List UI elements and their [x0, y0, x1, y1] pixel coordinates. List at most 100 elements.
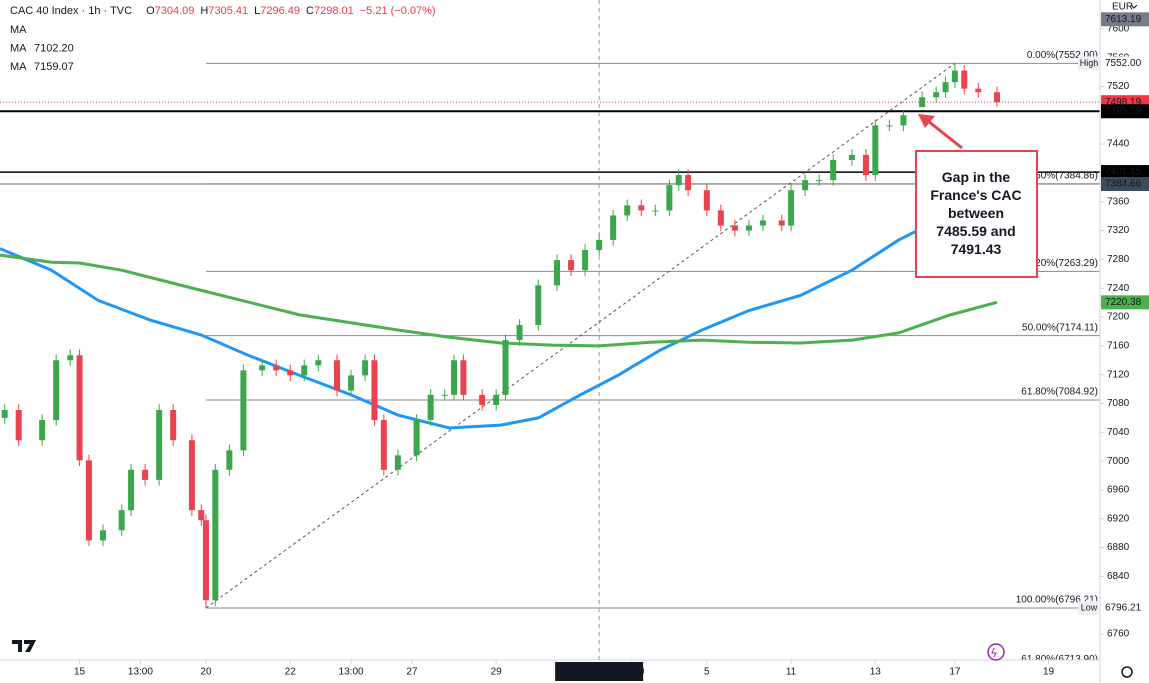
candle-body	[652, 210, 659, 212]
candle-body	[371, 360, 378, 421]
ohlc-key: O	[146, 5, 155, 17]
indicator-value: 7159.07	[34, 61, 74, 73]
y-tick-label: 6920	[1107, 513, 1130, 524]
y-tick-label: 7080	[1107, 398, 1130, 409]
candle-body	[638, 205, 645, 211]
x-tick-label: 13:00	[339, 667, 364, 678]
candle-body	[596, 239, 603, 251]
candle-body	[15, 409, 22, 441]
candle-body	[198, 510, 205, 521]
candle-body	[933, 92, 940, 98]
x-tick-label: 11	[786, 667, 797, 678]
candle-body	[202, 520, 209, 601]
price-tag	[1101, 104, 1149, 119]
price-tag-label: 7552.00	[1105, 58, 1142, 69]
y-tick-label: 6960	[1107, 485, 1130, 496]
candle-body	[427, 394, 434, 421]
candle-body	[85, 460, 92, 541]
candle-body	[226, 450, 233, 470]
fib-label: 61.80%(6713.90)	[1021, 654, 1098, 665]
annotation-line: 7485.59 and	[936, 223, 1015, 239]
fib-label: 100.00%(6796.21)	[1016, 595, 1098, 606]
candle-body	[315, 360, 322, 366]
annotation-arrow	[927, 119, 963, 150]
y-tick-label: 7120	[1107, 369, 1130, 380]
price-tag-label: 7401.15	[1105, 167, 1142, 178]
top-layer: Fri 31 Mar '237613.197552.00High7498.197…	[555, 12, 1149, 681]
price-tag-note: Low	[1081, 602, 1098, 612]
price-tag-note: High	[1080, 58, 1099, 68]
candle-body	[413, 420, 420, 456]
crosshair-date-box	[555, 662, 644, 681]
price-tag-label: 7613.19	[1105, 14, 1142, 25]
price-tag	[1101, 295, 1149, 310]
price-tag-note-box	[1078, 600, 1100, 615]
candle-body	[99, 530, 106, 541]
price-tag-label: 7498.19	[1105, 97, 1142, 108]
candle-body	[582, 250, 589, 271]
plot-back	[0, 0, 1100, 660]
candle-body	[703, 190, 710, 211]
candle-body	[502, 340, 509, 395]
arrow-head	[918, 114, 935, 128]
x-tick-label: 17	[949, 667, 961, 678]
currency: EUR	[1112, 2, 1133, 13]
candle-body	[1, 409, 8, 418]
candle-body	[759, 220, 766, 226]
symbol: CAC 40 Index · 1h · TVC	[10, 5, 132, 17]
x-tick-label: 13	[870, 667, 882, 678]
x-tick-label: 5	[704, 667, 710, 678]
candle-body	[441, 394, 448, 396]
x-tick-label: 20	[200, 667, 212, 678]
price-tag-label: 7485.59	[1105, 106, 1142, 117]
currency-caret	[1130, 4, 1138, 9]
y-tick-label: 7000	[1107, 456, 1130, 467]
candle-body	[334, 360, 341, 391]
candle-body	[778, 220, 785, 226]
annotation-line: Gap in the	[942, 169, 1011, 185]
candle-body	[848, 154, 855, 160]
candle-body	[362, 360, 369, 376]
y-tick-label: 7600	[1107, 23, 1130, 34]
y-tick-label: 6880	[1107, 542, 1130, 553]
candle-body	[348, 375, 355, 391]
y-tick-label: 6760	[1107, 629, 1130, 640]
fib-label: 50.00%(7174.11)	[1022, 322, 1098, 333]
candle-body	[142, 469, 149, 480]
x-tick-label: 29	[491, 667, 503, 678]
candle-body	[961, 70, 968, 89]
price-tag	[1101, 12, 1149, 27]
settings-icon[interactable]	[1121, 666, 1133, 678]
trendline	[205, 63, 956, 609]
candle-body	[900, 115, 907, 126]
annotation-line: France's CAC	[930, 187, 1021, 203]
y-tick-label: 7440	[1107, 139, 1130, 150]
y-tick-label: 6840	[1107, 571, 1130, 582]
annotation-line: 7491.43	[951, 241, 1002, 257]
price-tag	[1101, 56, 1149, 71]
candle-body	[67, 355, 74, 361]
candle-body	[53, 360, 60, 421]
candle-body	[493, 394, 500, 405]
candle-body	[156, 409, 163, 480]
annotation-line: between	[948, 205, 1004, 221]
tv-logo	[12, 640, 36, 652]
indicator-name: MA	[10, 61, 27, 73]
y-tick-label: 7360	[1107, 196, 1130, 207]
x-tick-label: 27	[406, 667, 418, 678]
candle-body	[788, 190, 795, 226]
ohlc-key: L	[254, 5, 260, 17]
alert-icon-bolt	[991, 647, 997, 658]
legend: CAC 40 Index · 1h · TVC O7304.09 H7305.41 L…	[10, 5, 436, 73]
candle-body	[259, 365, 266, 371]
alert-icon[interactable]	[987, 643, 1005, 661]
candle-body	[802, 180, 809, 191]
candle-body	[872, 125, 879, 176]
x-tick-label: 13:00	[128, 667, 153, 678]
y-tick-label: 7200	[1107, 312, 1130, 323]
candle-body	[273, 365, 280, 371]
candle-body	[394, 455, 401, 470]
candle-body	[975, 88, 982, 93]
